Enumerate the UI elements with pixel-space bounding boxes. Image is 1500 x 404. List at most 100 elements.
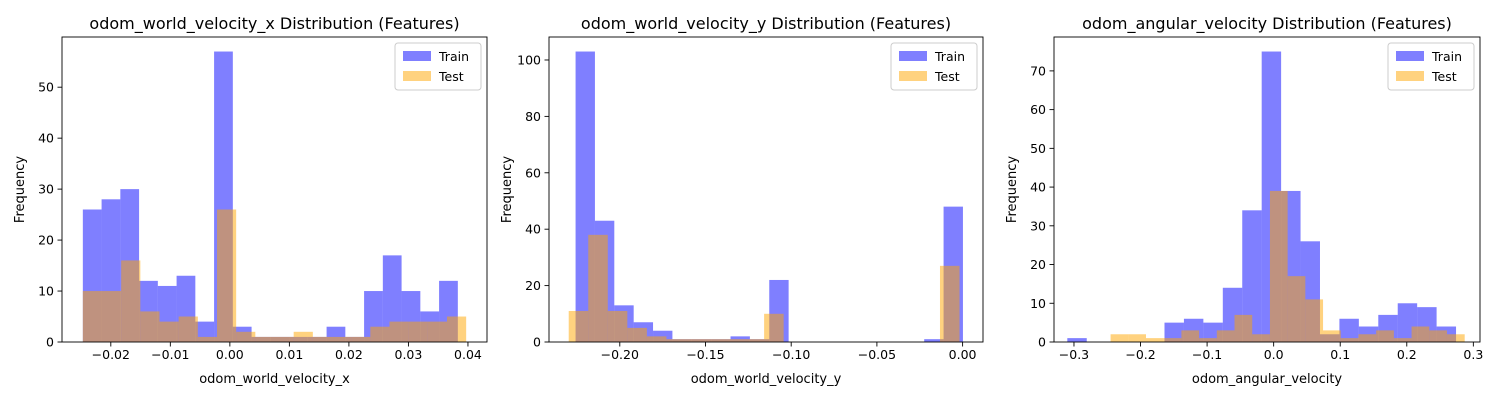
x-tick-label: 0.00 [949,347,977,362]
test-bar [427,321,447,342]
x-axis-label: odom_world_velocity_y [691,372,842,387]
test-bar [332,336,352,342]
series-test [82,209,467,342]
test-bar [274,336,294,342]
test-bar [293,331,313,342]
x-tick-label: −0.15 [686,347,724,362]
test-bar [1269,190,1288,342]
x-tick-label: 0.02 [335,347,363,362]
test-bar [1145,338,1164,342]
test-bar [1216,330,1235,342]
test-bar [646,336,667,342]
x-tick-label: −0.2 [1125,347,1155,362]
x-tick-label: −0.3 [1059,347,1089,362]
y-tick-label: 50 [1030,141,1046,156]
y-tick-label: 10 [38,284,54,299]
test-bar [121,260,141,342]
test-bar [607,310,628,342]
test-bar [1110,334,1129,342]
y-tick-label: 0 [1038,335,1046,350]
bars-velocity-y [568,51,963,342]
test-bar [666,339,686,342]
legend-swatch-train [1396,51,1424,61]
series-train [575,51,963,342]
x-tick-label: 0.2 [1397,347,1417,362]
test-bar [140,311,160,342]
test-bar [217,209,237,342]
legend-swatch-test [403,71,431,81]
test-bar [1358,334,1377,342]
y-tick-label: 40 [525,222,541,237]
y-tick-label: 20 [1030,257,1046,272]
test-bar [408,321,428,342]
test-bar [685,339,706,342]
test-bar [744,339,765,342]
test-bar [236,331,256,342]
test-bar [1305,299,1324,342]
test-bar [370,326,390,342]
series-test [568,234,960,342]
bars-angular-velocity [1067,51,1465,342]
y-tick-label: 40 [1030,180,1046,195]
test-bar [1393,338,1412,342]
y-axis-label: Frequency [13,156,28,223]
y-tick-label: 30 [1030,218,1046,233]
test-bar [1340,338,1359,342]
panel-velocity-x: −0.02 −0.01 0.00 0.01 0.02 0.03 0.04 0 10 20 30 40 5… [13,14,488,387]
test-bar [197,336,217,342]
legend: Train Test [890,42,978,91]
y-tick-label: 60 [525,165,541,180]
y-tick-label: 40 [38,131,54,146]
train-bar [1242,210,1262,342]
test-bar [389,321,409,342]
test-bar [178,316,198,342]
axes-frame [1053,36,1481,343]
x-tick-label: 0.1 [1330,347,1350,362]
train-bar [1067,338,1087,342]
x-tick-label: 0.0 [1264,347,1284,362]
legend-swatch-train [899,51,927,61]
chart-title: odom_world_velocity_x Distribution (Feat… [89,14,459,34]
test-bar [725,339,745,342]
x-tick-label: 0.3 [1463,347,1483,362]
y-tick-label: 70 [1030,63,1046,78]
y-tick-label: 20 [525,278,541,293]
x-tick-label: −0.05 [858,347,896,362]
test-bar [588,234,608,342]
test-bar [1181,330,1200,342]
legend-label-train: Train [1431,49,1462,64]
legend-swatch-train [403,51,431,61]
y-tick-label: 30 [38,182,54,197]
test-bar [312,336,332,342]
legend: Train Test [1387,42,1475,91]
y-tick-label: 0 [533,335,541,350]
test-bar [705,339,726,342]
legend-label-test: Test [1431,69,1457,84]
test-bar [627,327,647,342]
train-bar [1164,322,1184,342]
x-tick-label: 0.01 [275,347,303,362]
test-bar [1411,326,1430,342]
bars-velocity-x [82,51,467,342]
y-tick-label: 80 [525,109,541,124]
test-bar [1234,314,1253,342]
test-bar [764,313,784,342]
x-axis-label: odom_angular_velocity [1192,372,1343,387]
y-tick-label: 60 [1030,102,1046,117]
y-axis-label: Frequency [1005,156,1020,223]
test-bar [1287,276,1306,342]
axes-frame [548,36,984,343]
y-tick-label: 20 [38,233,54,248]
test-bar [1128,334,1146,342]
chart-title: odom_world_velocity_y Distribution (Feat… [581,14,951,34]
y-tick-label: 50 [38,80,54,95]
test-bar [1252,334,1270,342]
x-tick-label: −0.01 [151,347,189,362]
test-bar [159,321,179,342]
test-bar [82,291,102,342]
test-bar [1376,330,1394,342]
chart-title: odom_angular_velocity Distribution (Feat… [1082,14,1452,34]
panel-velocity-y: −0.20 −0.15 −0.10 −0.05 0.00 0 20 40 60 80 100 odom… [500,14,984,387]
train-bar [924,339,944,342]
